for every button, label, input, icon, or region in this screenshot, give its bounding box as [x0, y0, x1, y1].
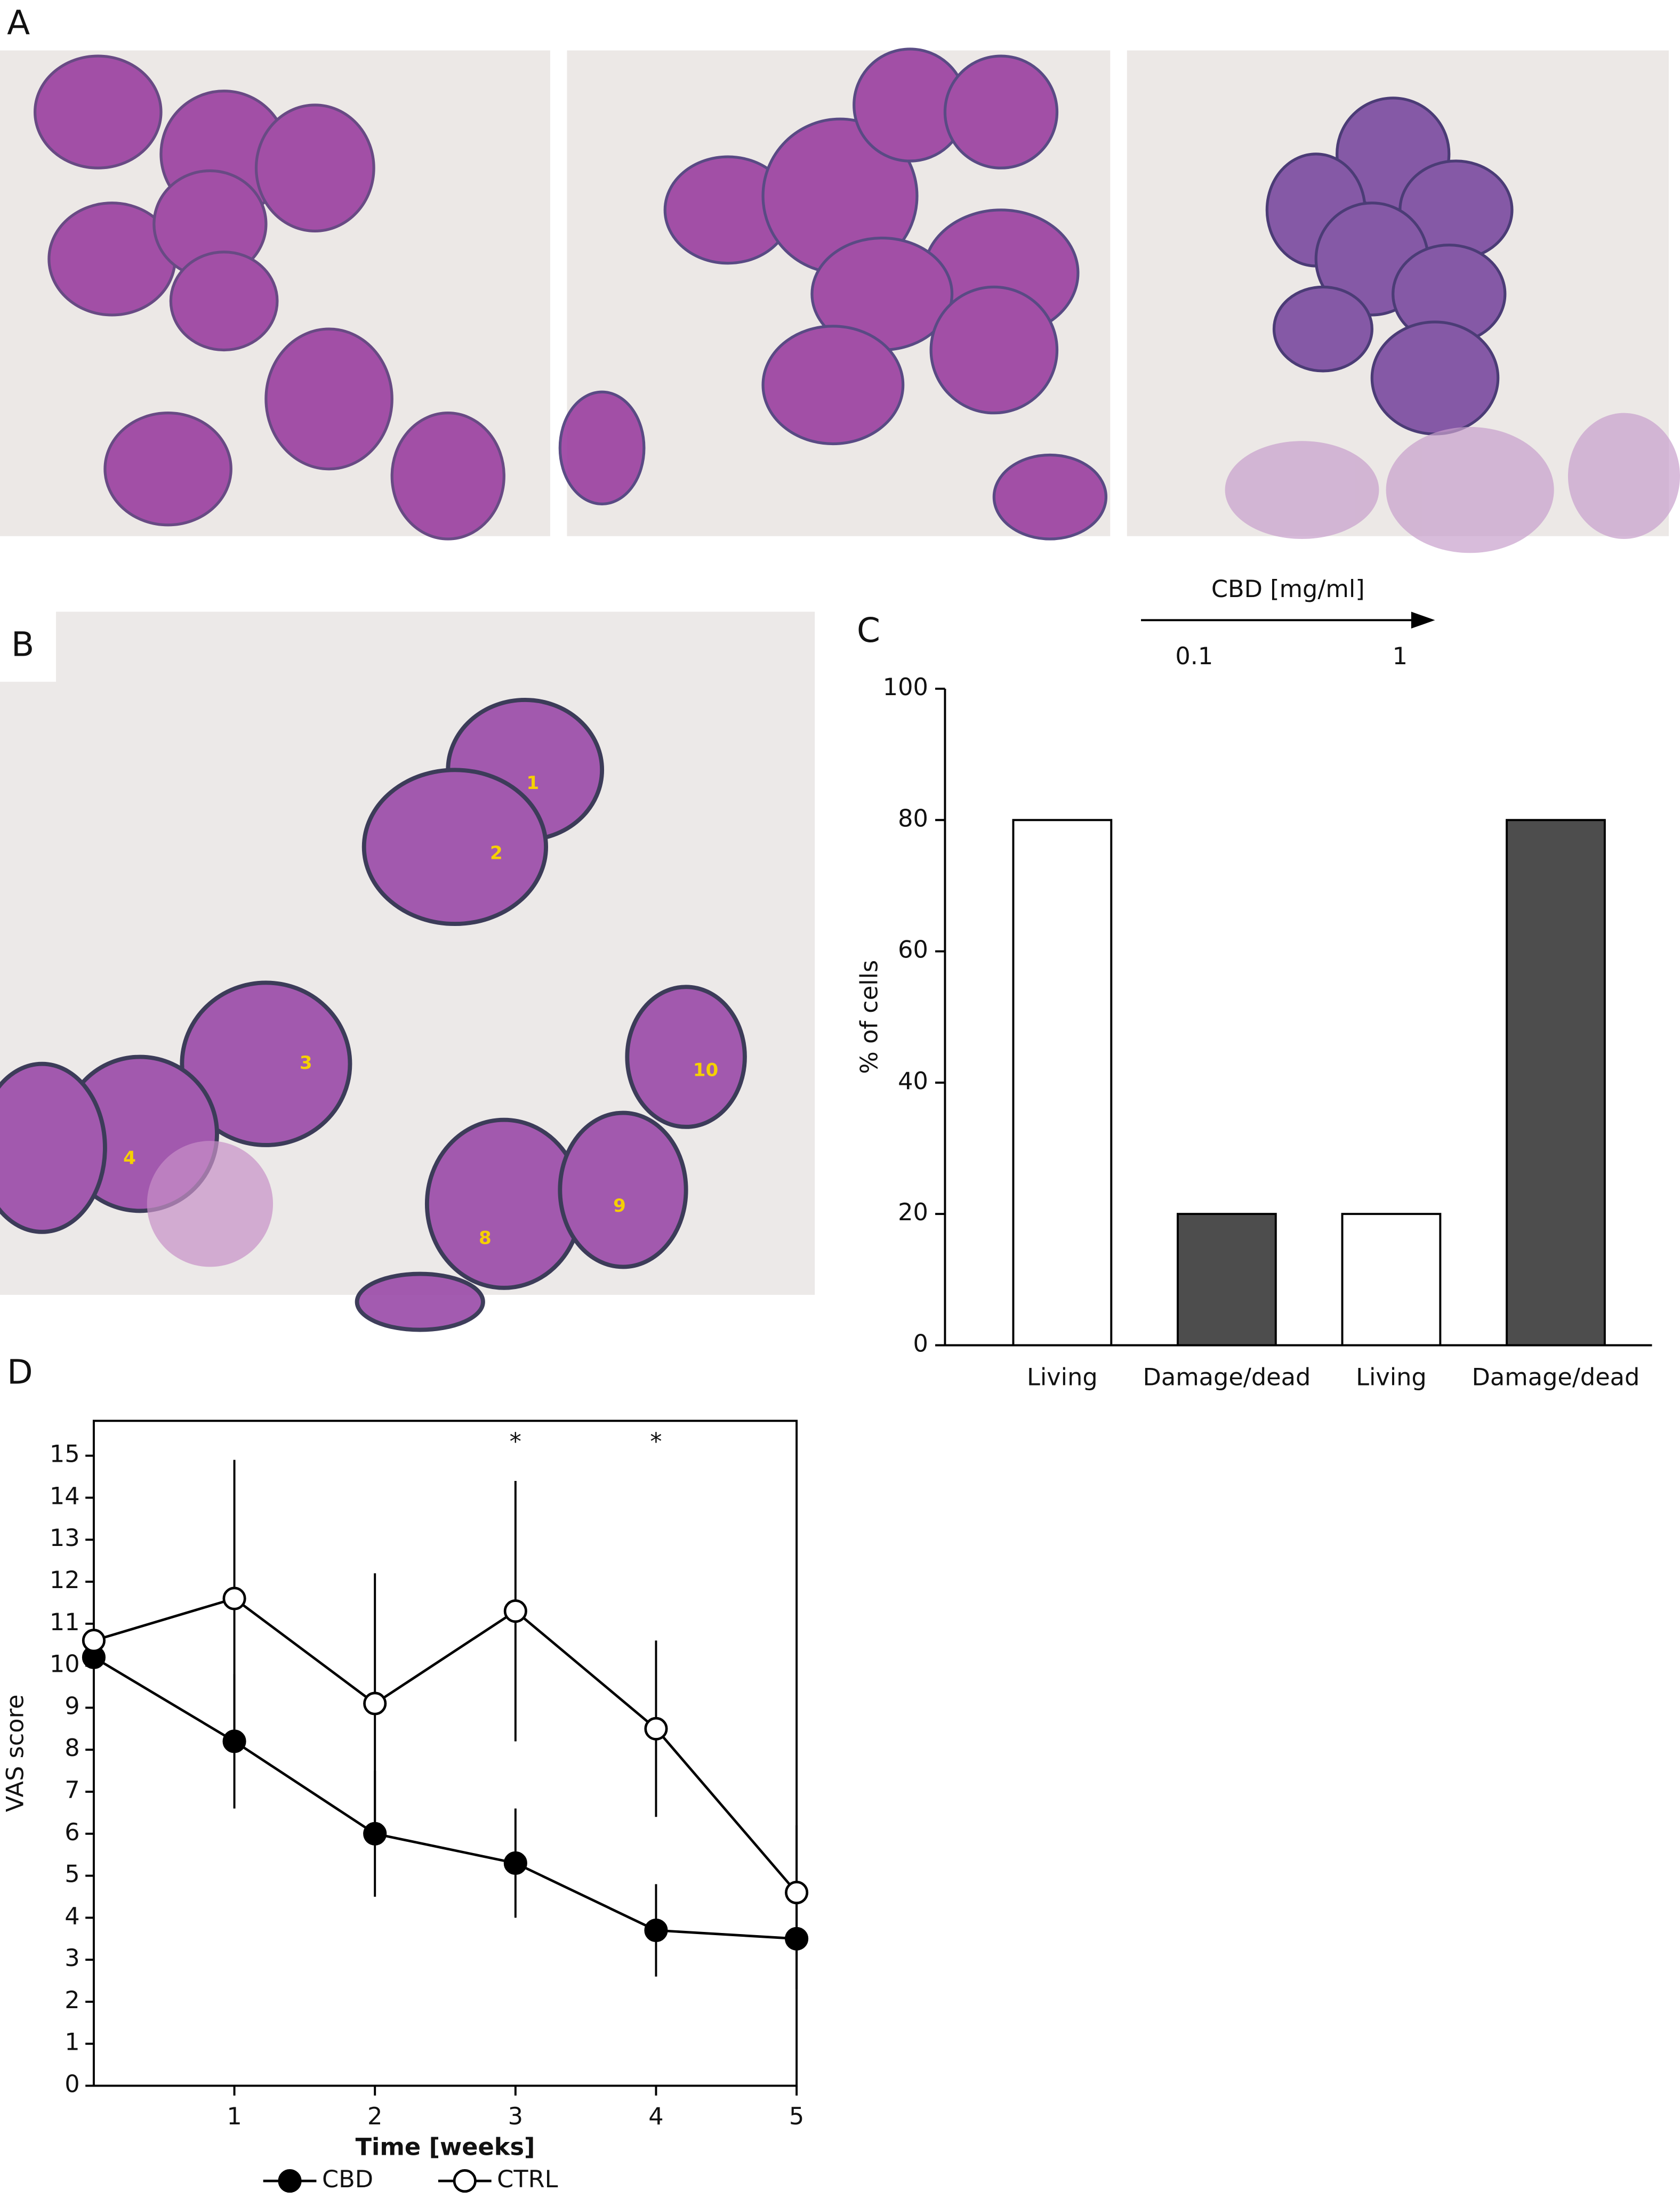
x-tick-label: 5: [789, 2103, 804, 2130]
micrograph-b: [0, 611, 815, 1332]
y-tick-label: 4: [65, 1902, 79, 1930]
bar: [1012, 819, 1113, 1347]
y-tick-label: 12: [50, 1566, 80, 1594]
data-point: [222, 1586, 246, 1610]
data-point: [785, 1927, 809, 1951]
data-point: [503, 1599, 527, 1623]
bar: [1177, 1213, 1277, 1347]
y-tick-label: 2: [65, 1986, 79, 2014]
cell-label: 8: [479, 1227, 492, 1249]
legend-marker: [453, 2169, 477, 2193]
data-point: [363, 1822, 387, 1846]
bar: [1341, 1213, 1442, 1347]
panel-label: C: [857, 611, 880, 650]
cell-label: 9: [613, 1195, 626, 1217]
y-tick-label: 5: [65, 1860, 79, 1888]
annotation: CBD [mg/ml]: [1211, 575, 1365, 603]
x-tick-label: Damage/dead: [1472, 1364, 1640, 1391]
data-point: [82, 1629, 106, 1653]
cell-label: 3: [300, 1052, 312, 1074]
x-tick-label: 1: [227, 2103, 242, 2130]
y-tick-label: 13: [50, 1524, 80, 1552]
bar: [1506, 819, 1606, 1347]
dose-label: 1: [1393, 642, 1408, 670]
y-axis-label: % of cells: [855, 960, 883, 1074]
significance-mark: *: [650, 1428, 662, 1455]
plot-frame: [92, 1420, 798, 2087]
y-tick-label: 7: [65, 1776, 79, 1804]
x-tick-label: 2: [367, 2103, 382, 2130]
y-tick-label: 1: [65, 2028, 79, 2056]
cell-label: 4: [123, 1148, 136, 1169]
y-tick-label: 100: [883, 673, 928, 701]
x-axis-label: Time [weeks]: [356, 2133, 535, 2161]
y-tick-label: 0: [913, 1330, 928, 1357]
dose-arrow: [1141, 611, 1435, 629]
x-tick-label: Living: [1356, 1364, 1427, 1391]
cell-label: 1: [526, 772, 539, 794]
panel-label: B: [11, 625, 34, 664]
y-tick-label: 0: [65, 2071, 79, 2098]
data-point: [785, 1881, 809, 1905]
y-tick-label: 80: [898, 804, 928, 832]
y-tick-label: 40: [898, 1067, 928, 1095]
y-tick-label: 9: [65, 1692, 79, 1720]
data-point: [222, 1729, 246, 1753]
series-line: [93, 1597, 798, 1894]
y-tick-label: 60: [898, 936, 928, 964]
y-tick-label: 10: [50, 1650, 80, 1678]
y-axis-label: VAS score: [2, 1695, 29, 1813]
dose-label: 0.1: [1175, 642, 1213, 670]
y-tick-label: 14: [50, 1482, 80, 1510]
panel-label: A: [7, 3, 30, 42]
significance-mark: *: [510, 1428, 521, 1455]
legend-marker: [278, 2169, 302, 2193]
micrograph-a: [0, 47, 1680, 553]
y-tick-label: 6: [65, 1818, 79, 1846]
data-point: [644, 1918, 668, 1943]
data-point: [363, 1692, 387, 1715]
legend-label: CBD: [322, 2165, 373, 2193]
y-tick-label: 20: [898, 1198, 928, 1226]
x-tick-label: 4: [648, 2103, 663, 2130]
x-tick-label: Damage/dead: [1143, 1364, 1311, 1391]
data-point: [644, 1717, 668, 1741]
series-line: [93, 1656, 797, 1940]
legend-label: CTRL: [497, 2165, 558, 2193]
y-tick-label: 3: [65, 1944, 79, 1972]
x-tick-label: 3: [508, 2103, 523, 2130]
y-tick-label: 11: [50, 1608, 80, 1636]
cell-label: 10: [693, 1059, 719, 1081]
cell-label: 2: [490, 842, 503, 864]
y-tick-label: 8: [65, 1734, 79, 1762]
y-tick-label: 15: [50, 1440, 80, 1468]
x-tick-label: Living: [1027, 1364, 1098, 1391]
panel-label: D: [7, 1353, 33, 1392]
data-point: [503, 1851, 527, 1875]
